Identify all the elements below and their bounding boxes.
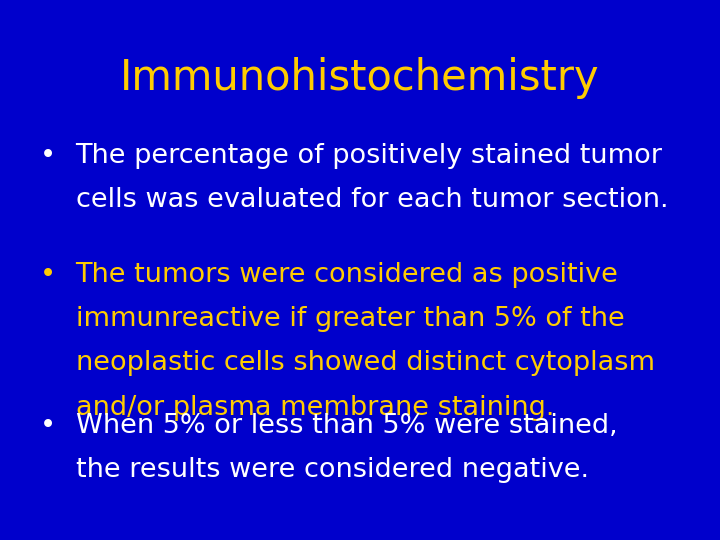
Text: immunreactive if greater than 5% of the: immunreactive if greater than 5% of the [76,306,624,332]
Text: •: • [40,262,55,288]
Text: and/or plasma membrane staining.: and/or plasma membrane staining. [76,395,554,421]
Text: The percentage of positively stained tumor: The percentage of positively stained tum… [76,143,662,169]
Text: neoplastic cells showed distinct cytoplasm: neoplastic cells showed distinct cytopla… [76,350,654,376]
Text: The tumors were considered as positive: The tumors were considered as positive [76,262,618,288]
Text: Immunohistochemistry: Immunohistochemistry [120,57,600,99]
Text: the results were considered negative.: the results were considered negative. [76,457,589,483]
Text: •: • [40,413,55,439]
Text: cells was evaluated for each tumor section.: cells was evaluated for each tumor secti… [76,187,668,213]
Text: •: • [40,143,55,169]
Text: When 5% or less than 5% were stained,: When 5% or less than 5% were stained, [76,413,617,439]
